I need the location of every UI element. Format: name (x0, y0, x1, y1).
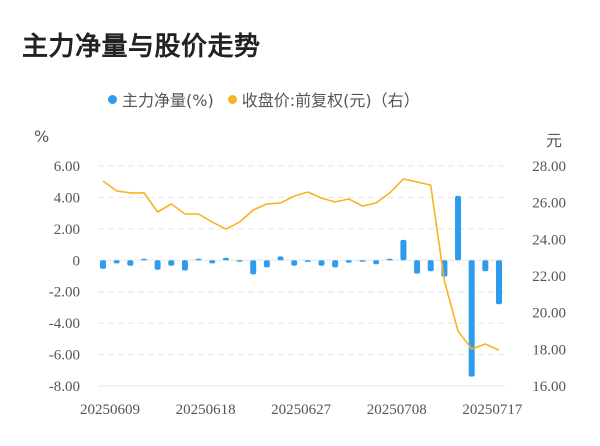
right-axis-tick: 18.00 (532, 342, 566, 358)
right-axis-tick: 22.00 (532, 269, 566, 285)
right-axis-tick: 26.00 (532, 196, 566, 212)
bar-main-net[interactable] (154, 260, 161, 270)
x-axis-tick: 20250717 (462, 402, 523, 418)
bar-main-net[interactable] (168, 260, 175, 266)
left-axis-tick: 6.00 (54, 159, 80, 175)
left-axis-tick: -6.00 (49, 348, 80, 364)
bar-main-net[interactable] (482, 260, 489, 272)
x-axis-tick: 20250618 (176, 402, 236, 418)
bar-main-net[interactable] (496, 260, 502, 305)
legend-item-main-net[interactable]: 主力净量(%) (108, 87, 214, 111)
right-axis-unit: 元 (546, 131, 563, 150)
bar-main-net[interactable] (263, 260, 270, 268)
bar-main-net[interactable] (222, 257, 229, 261)
x-axis-tick: 20250609 (80, 402, 140, 418)
bar-main-net[interactable] (386, 258, 393, 261)
x-axis-tick: 20250627 (271, 402, 332, 418)
left-axis-tick: 0 (73, 253, 81, 269)
bar-main-net[interactable] (181, 260, 188, 271)
chart-title: 主力净量与股价走势 (22, 32, 261, 62)
right-axis-tick: 20.00 (532, 306, 566, 322)
bar-main-net[interactable] (455, 195, 462, 261)
blue-dot-icon (108, 94, 117, 104)
bar-main-net[interactable] (277, 256, 284, 261)
bar-main-net[interactable] (468, 260, 475, 377)
bar-main-net[interactable] (291, 260, 298, 266)
bar-main-net[interactable] (236, 260, 243, 262)
bar-main-net[interactable] (318, 260, 325, 266)
bar-main-net[interactable] (359, 260, 366, 262)
right-axis-tick: 16.00 (532, 379, 566, 395)
legend: 主力净量(%) 收盘价:前复权(元)（右） (108, 88, 434, 110)
right-axis-tick: 28.00 (532, 159, 566, 175)
bar-main-net[interactable] (140, 258, 147, 261)
bar-main-net[interactable] (414, 260, 421, 274)
bar-main-net[interactable] (100, 260, 106, 269)
bar-main-net[interactable] (345, 260, 352, 263)
right-axis-tick: 24.00 (532, 232, 566, 248)
bar-main-net[interactable] (195, 258, 202, 261)
x-axis-tick: 20250708 (367, 402, 427, 418)
legend-item-close-price[interactable]: 收盘价:前复权(元)（右） (227, 87, 420, 111)
left-axis-tick: 2.00 (54, 222, 80, 238)
bar-main-net[interactable] (373, 260, 380, 265)
bar-main-net[interactable] (427, 260, 434, 272)
bar-main-net[interactable] (304, 260, 311, 262)
left-axis-tick: -8.00 (49, 379, 80, 395)
bar-main-net[interactable] (400, 239, 407, 261)
legend-label-close-price: 收盘价:前复权(元)（右） (241, 91, 420, 110)
left-axis-tick: -4.00 (49, 316, 80, 332)
line-close-price[interactable] (102, 178, 500, 351)
left-axis-unit: % (34, 127, 50, 146)
bar-main-net[interactable] (127, 260, 134, 266)
bar-main-net[interactable] (209, 260, 216, 264)
left-axis-tick: -2.00 (49, 285, 80, 301)
legend-label-main-net: 主力净量(%) (122, 91, 214, 110)
bar-main-net[interactable] (250, 260, 257, 275)
bar-main-net[interactable] (332, 260, 339, 268)
left-axis-tick: 4.00 (54, 190, 80, 206)
bar-main-net[interactable] (113, 260, 120, 264)
orange-dot-icon (227, 94, 237, 104)
